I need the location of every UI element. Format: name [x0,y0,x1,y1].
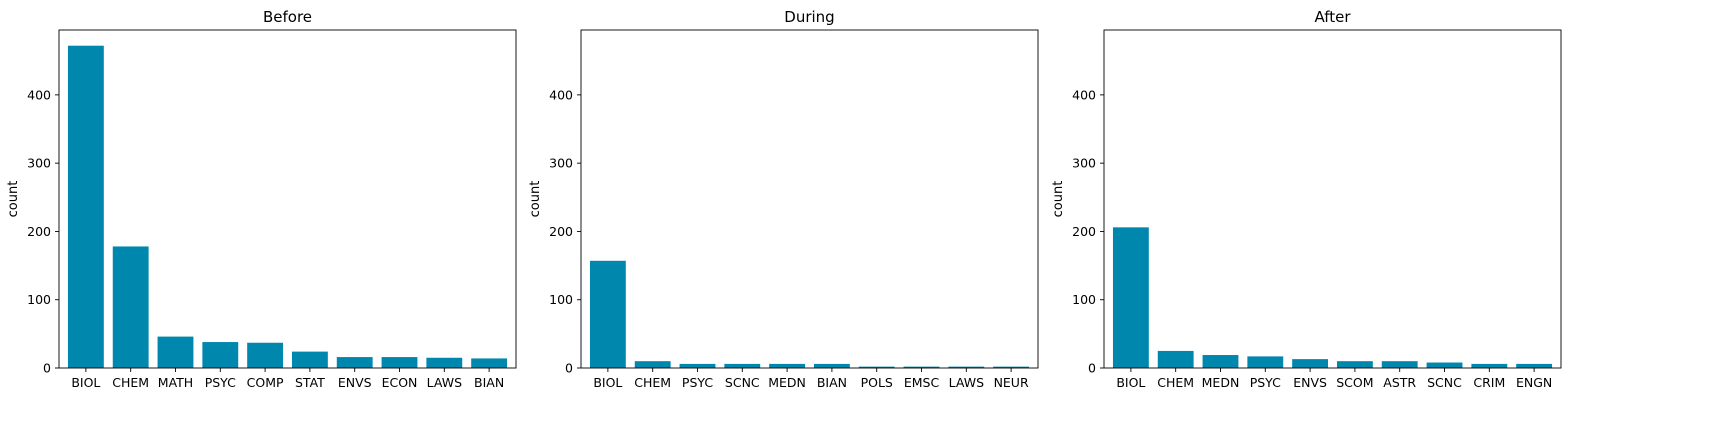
x-tick-label: ENVS [338,375,372,390]
y-axis-label: count [1051,181,1066,218]
x-tick-label: BIOL [593,375,622,390]
y-tick-label: 0 [43,361,51,376]
bar-scnc [1426,362,1463,368]
bar-crim [1471,363,1508,368]
axes-frame [1103,29,1562,369]
bar-medn [769,363,806,368]
x-tick-label: MATH [158,375,193,390]
x-tick-label: PSYC [682,375,713,390]
bar-chem [112,246,149,368]
x-tick-label: CRIM [1473,375,1505,390]
x-tick-label: EMSC [904,375,940,390]
x-tick-label: ECON [382,375,418,390]
x-tick-label: MEDN [768,375,806,390]
bar-econ [381,357,418,368]
bar-bian [471,358,508,368]
y-tick-label: 100 [1072,292,1096,307]
bar-math [157,336,194,368]
x-tick-label: LAWS [949,375,984,390]
panel-before: BIOL CHEM MATH PSYC COMP STAT ENVS ECON LAWS BIAN… [6,8,517,390]
y-tick-label: 300 [27,156,51,171]
x-tick-label: SCOM [1336,375,1373,390]
bar-medn [1202,355,1239,368]
x-tick-label: CHEM [634,375,671,390]
y-tick-label: 100 [27,292,51,307]
bar-envs [336,357,373,368]
chart-panels: BIOL CHEM MATH PSYC COMP STAT ENVS ECON LAWS BIAN… [6,8,1562,390]
x-tick-label: BIOL [71,375,100,390]
y-tick-label: 100 [549,292,573,307]
y-axis-label: count [6,181,21,218]
y-tick-label: 0 [565,361,573,376]
y-tick-label: 400 [1072,87,1096,102]
axes-frame [580,29,1039,369]
panel-after: BIOL CHEM MEDN PSYC ENVS SCOM ASTR SCNC CRIM ENGN… [1051,8,1562,390]
bar-scom [1336,361,1373,368]
bar-stat [291,351,328,368]
bar-envs [1292,359,1329,368]
bar-psyc [679,363,716,368]
bar-biol [1112,227,1149,368]
x-tick-label: SCNC [725,375,760,390]
bar-comp [247,342,284,368]
x-tick-label: ASTR [1383,375,1416,390]
bar-chem [1157,350,1194,368]
x-tick-label: CHEM [1157,375,1194,390]
y-tick-label: 200 [549,224,573,239]
x-tick-label: STAT [295,375,325,390]
x-tick-label: BIAN [817,375,847,390]
x-tick-label: ENVS [1293,375,1327,390]
bar-biol [589,260,626,368]
panel-title: After [1314,8,1351,26]
panel-title: Before [263,8,312,26]
bar-engn [1516,363,1553,368]
x-tick-label: POLS [861,375,893,390]
x-tick-label: MEDN [1202,375,1240,390]
bar-laws [948,366,985,368]
x-tick-label: COMP [247,375,284,390]
bar-psyc [1247,356,1284,368]
panel-title: During [784,8,834,26]
x-tick-label: CHEM [112,375,149,390]
y-tick-label: 300 [1072,156,1096,171]
bar-astr [1381,361,1418,368]
bar-biol [67,45,104,369]
x-tick-label: ENGN [1516,375,1552,390]
y-tick-label: 0 [1088,361,1096,376]
bar-bian [813,363,850,368]
y-tick-label: 400 [27,87,51,102]
x-tick-label: SCNC [1427,375,1462,390]
x-tick-label: PSYC [205,375,236,390]
x-tick-label: LAWS [427,375,462,390]
x-tick-label: BIAN [474,375,504,390]
bar-neur [993,366,1030,368]
bar-laws [426,357,463,368]
y-tick-label: 200 [1072,224,1096,239]
bar-emsc [903,366,940,368]
x-tick-label: PSYC [1250,375,1281,390]
x-tick-label: BIOL [1116,375,1145,390]
bar-pols [858,366,895,368]
y-axis-label: count [528,181,543,218]
bar-psyc [202,342,239,368]
y-tick-label: 300 [549,156,573,171]
y-tick-label: 400 [549,87,573,102]
y-tick-label: 200 [27,224,51,239]
bar-chem [634,361,671,368]
x-tick-label: NEUR [994,375,1029,390]
bar-scnc [724,363,761,368]
panel-during: BIOL CHEM PSYC SCNC MEDN BIAN POLS EMSC LAWS NEUR… [528,8,1039,390]
axes-frame [58,29,517,369]
